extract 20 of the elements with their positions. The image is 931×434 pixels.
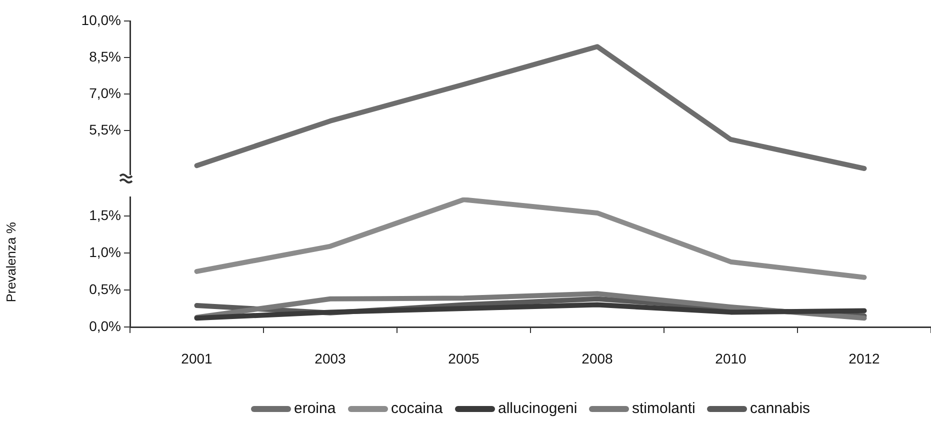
x-tick-label: 2003: [314, 350, 346, 366]
y-tick-label: 0,5%: [89, 280, 121, 297]
legend-label: allucinogeni: [498, 400, 578, 417]
y-axis-title: Prevalenza %: [3, 222, 18, 302]
y-tick-label: 7,0%: [89, 85, 121, 101]
legend-label: eroina: [294, 400, 336, 417]
y-tick-label: 1,5%: [89, 206, 121, 223]
legend-label: cocaina: [391, 400, 443, 417]
legend-label: cannabis: [750, 400, 810, 417]
y-tick-label: 5,5%: [89, 122, 121, 138]
x-tick-label: 2008: [582, 350, 614, 366]
x-tick-label: 2005: [448, 350, 480, 366]
y-tick-label: 1,0%: [89, 244, 121, 260]
x-tick-label: 2012: [848, 350, 880, 366]
y-tick-label: 8,5%: [89, 48, 121, 64]
x-tick-label: 2010: [715, 350, 747, 366]
legend-label: stimolanti: [632, 400, 696, 417]
x-tick-label: 2001: [181, 350, 213, 366]
y-tick-label: 0,0%: [89, 318, 121, 334]
y-tick-label: 10,0%: [81, 12, 121, 28]
